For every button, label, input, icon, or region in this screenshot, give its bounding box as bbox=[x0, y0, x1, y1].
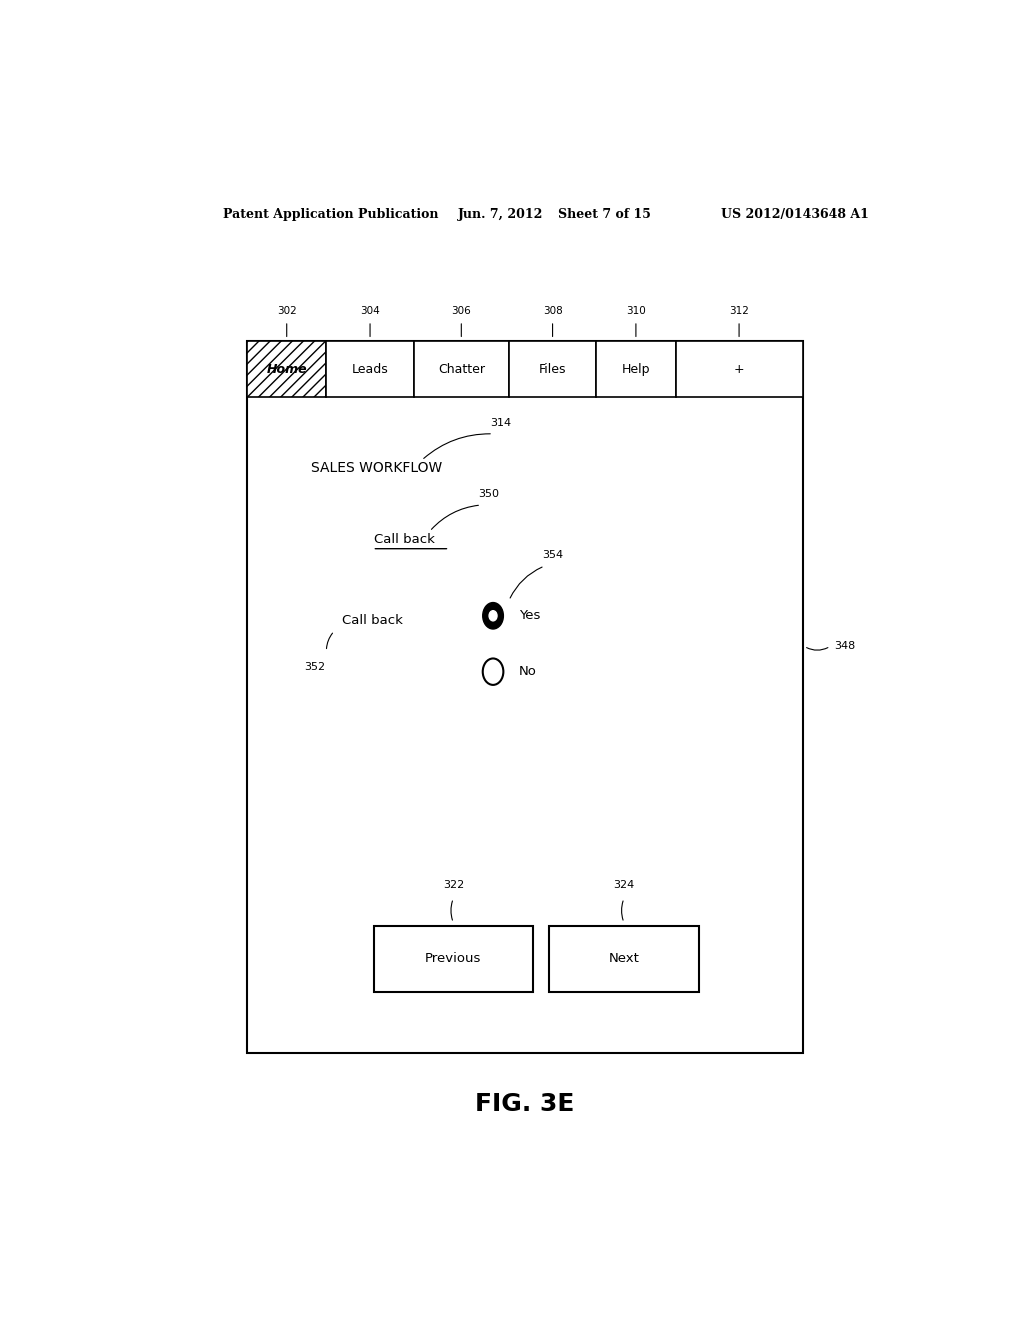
Text: 306: 306 bbox=[452, 306, 471, 315]
FancyBboxPatch shape bbox=[549, 925, 699, 991]
FancyBboxPatch shape bbox=[414, 342, 509, 397]
Text: Sheet 7 of 15: Sheet 7 of 15 bbox=[558, 207, 650, 220]
FancyBboxPatch shape bbox=[596, 342, 676, 397]
Text: Previous: Previous bbox=[425, 952, 481, 965]
FancyBboxPatch shape bbox=[509, 342, 596, 397]
Text: Chatter: Chatter bbox=[438, 363, 484, 376]
Circle shape bbox=[489, 611, 497, 620]
Text: 352: 352 bbox=[304, 661, 325, 672]
Text: Leads: Leads bbox=[351, 363, 388, 376]
Text: Jun. 7, 2012: Jun. 7, 2012 bbox=[459, 207, 544, 220]
Circle shape bbox=[482, 602, 504, 630]
Text: FIG. 3E: FIG. 3E bbox=[475, 1092, 574, 1115]
Text: Home: Home bbox=[266, 363, 307, 376]
Text: Call back: Call back bbox=[374, 533, 435, 546]
Text: 354: 354 bbox=[542, 550, 563, 560]
FancyBboxPatch shape bbox=[247, 342, 327, 397]
Text: Help: Help bbox=[622, 363, 650, 376]
Text: 324: 324 bbox=[613, 880, 635, 890]
Text: Call back: Call back bbox=[342, 614, 403, 627]
Text: Files: Files bbox=[539, 363, 566, 376]
Text: 322: 322 bbox=[442, 880, 464, 890]
FancyBboxPatch shape bbox=[374, 925, 532, 991]
Text: 314: 314 bbox=[490, 417, 512, 428]
Text: No: No bbox=[519, 665, 538, 678]
Text: Next: Next bbox=[608, 952, 639, 965]
FancyBboxPatch shape bbox=[327, 342, 414, 397]
Text: 308: 308 bbox=[543, 306, 562, 315]
Text: SALES WORKFLOW: SALES WORKFLOW bbox=[310, 462, 441, 475]
Text: +: + bbox=[734, 363, 744, 376]
FancyBboxPatch shape bbox=[676, 342, 803, 397]
Text: 304: 304 bbox=[360, 306, 380, 315]
FancyBboxPatch shape bbox=[247, 342, 803, 1053]
Text: 310: 310 bbox=[626, 306, 646, 315]
Text: US 2012/0143648 A1: US 2012/0143648 A1 bbox=[721, 207, 868, 220]
Text: 312: 312 bbox=[729, 306, 749, 315]
Text: 302: 302 bbox=[276, 306, 297, 315]
Text: 350: 350 bbox=[478, 488, 500, 499]
Text: 348: 348 bbox=[835, 642, 856, 651]
Text: Yes: Yes bbox=[519, 610, 541, 622]
Text: Patent Application Publication: Patent Application Publication bbox=[223, 207, 438, 220]
